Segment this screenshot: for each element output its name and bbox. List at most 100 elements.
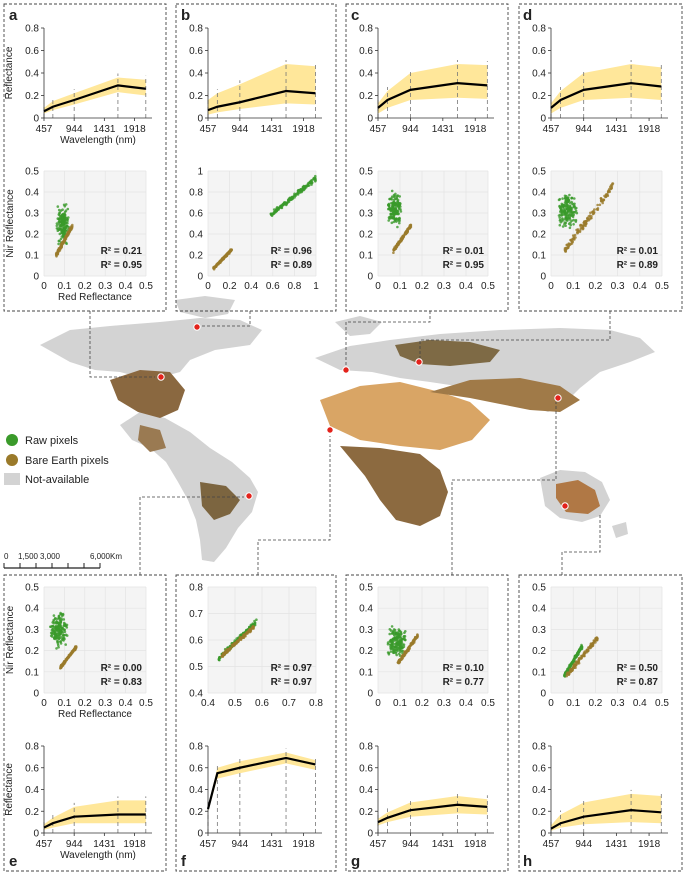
spectral-chart-g: 0 0.2 0.4 0.6 0.8 457 944 1431 1918 [359, 742, 494, 850]
x-tick-label: 0.2 [415, 281, 429, 292]
y-tick-label: 0.4 [189, 230, 203, 241]
point [296, 191, 300, 194]
x-tick-label: 457 [36, 124, 53, 135]
bare-earth-land [200, 482, 240, 520]
point [401, 656, 404, 660]
x-tick-label: 0.3 [437, 281, 451, 292]
y-tick-label: 0.2 [532, 807, 546, 818]
point [412, 639, 415, 643]
point [63, 210, 67, 214]
point [307, 184, 311, 187]
point [280, 206, 283, 209]
point [230, 643, 234, 647]
y-tick-label: 0.8 [359, 24, 373, 35]
point [273, 211, 276, 214]
point [596, 203, 599, 207]
point [566, 207, 570, 211]
x-tick-label: 0.3 [437, 698, 451, 709]
point [601, 201, 604, 205]
point [579, 227, 583, 230]
point [54, 621, 58, 625]
point [403, 652, 406, 656]
point [573, 233, 577, 237]
bare-points [220, 625, 255, 658]
bare-points [396, 633, 419, 665]
point [571, 667, 575, 670]
point [602, 198, 606, 202]
point [60, 231, 63, 235]
point [59, 631, 62, 634]
point [290, 198, 293, 201]
point [57, 218, 61, 221]
point [216, 262, 220, 265]
y-tick-label: 0.2 [359, 91, 373, 102]
connector-line [89, 311, 155, 378]
legend-na: Not-available [25, 474, 89, 486]
point [281, 203, 285, 206]
point [399, 640, 402, 644]
point [57, 634, 60, 638]
x-tick-label: 0.1 [57, 698, 71, 709]
scatter-chart-f: 0.4 0.5 0.6 0.7 0.8 0.4 0.5 0.6 0.7 0.8 R² = 0.97 R… [189, 583, 323, 710]
point [388, 632, 392, 636]
y-tick-label: 0.4 [532, 188, 546, 199]
point [55, 224, 59, 228]
point [396, 218, 400, 221]
point [402, 637, 406, 641]
y-tick-label: 0 [197, 272, 203, 283]
point [557, 198, 561, 202]
point [61, 234, 65, 237]
point [399, 632, 403, 635]
point [70, 225, 74, 229]
panel-frame-f [175, 574, 337, 872]
point [303, 187, 307, 190]
point [564, 249, 568, 252]
point [253, 619, 256, 623]
point [59, 666, 63, 670]
raw-points [49, 611, 69, 650]
bare-earth-land [110, 370, 185, 418]
point [400, 238, 404, 242]
point [392, 248, 396, 252]
point [568, 193, 571, 197]
legend-bare: Bare Earth pixels [25, 455, 109, 467]
point [235, 642, 238, 645]
r2-raw: R² = 0.01 [617, 246, 659, 257]
y-tick-label: 0.4 [25, 604, 39, 615]
point [55, 251, 58, 255]
point [49, 634, 53, 638]
x-tick-label: 0.3 [98, 281, 112, 292]
r2-raw: R² = 0.10 [443, 663, 485, 674]
x-tick-label: 1431 [432, 124, 455, 135]
point [54, 637, 57, 641]
point [57, 249, 60, 252]
y-tick-label: 0 [540, 272, 546, 283]
point [389, 650, 393, 653]
point [63, 231, 67, 234]
x-tick-label: 0.4 [244, 281, 258, 292]
x-tick-label: 0.1 [566, 281, 580, 292]
point [398, 240, 402, 244]
x-tick-label: 0.3 [611, 698, 625, 709]
y-tick-label: 0.7 [189, 609, 203, 620]
y-tick-label: 0.4 [25, 188, 39, 199]
point [66, 207, 70, 211]
point [242, 633, 246, 636]
point [407, 649, 410, 653]
point [386, 651, 390, 654]
scale-label: 3,000 [40, 552, 61, 561]
y-tick-label: 0.6 [359, 763, 373, 774]
x-tick-label: 0.2 [223, 281, 237, 292]
point [300, 188, 304, 192]
point [59, 244, 63, 247]
std-band [378, 64, 488, 114]
world-map [40, 296, 655, 562]
point [214, 265, 217, 269]
point [410, 641, 414, 645]
point [64, 203, 68, 206]
point [561, 217, 564, 220]
point [74, 645, 78, 648]
y-tick-label: 0.4 [532, 785, 546, 796]
point [63, 634, 66, 637]
y-tick-label: 0.2 [189, 251, 203, 262]
